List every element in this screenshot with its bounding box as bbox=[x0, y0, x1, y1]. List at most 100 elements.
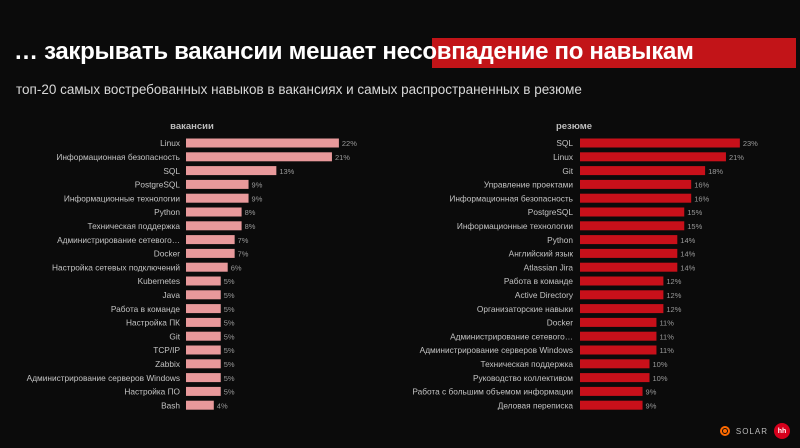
value-label: 9% bbox=[252, 194, 263, 203]
bar bbox=[186, 373, 221, 383]
category-label: Kubernetes bbox=[138, 276, 180, 286]
value-label: 5% bbox=[224, 305, 235, 314]
bar bbox=[580, 262, 678, 272]
value-label: 16% bbox=[694, 181, 709, 190]
category-label: Информационные технологии bbox=[64, 193, 180, 203]
value-label: 9% bbox=[646, 388, 657, 397]
category-label: PostgreSQL bbox=[528, 207, 574, 217]
page-title: … закрывать вакансии мешает несовпадение… bbox=[14, 38, 694, 65]
bar bbox=[580, 193, 692, 203]
page-subtitle: топ-20 самых востребованных навыков в ва… bbox=[16, 82, 582, 97]
value-label: 12% bbox=[666, 305, 681, 314]
category-label: Информационная безопасность bbox=[56, 152, 180, 162]
category-label: Администрирование сетевого… bbox=[450, 331, 573, 341]
bar bbox=[580, 138, 740, 148]
value-label: 10% bbox=[653, 360, 668, 369]
value-label: 6% bbox=[231, 263, 242, 272]
category-label: Администрирование серверов Windows bbox=[420, 345, 573, 355]
category-label: Linux bbox=[160, 138, 181, 148]
chart-vacancies: вакансии Linux 22% Информационная безопасно… bbox=[27, 121, 358, 410]
value-label: 5% bbox=[224, 319, 235, 328]
category-label: Работа в команде bbox=[111, 304, 180, 314]
value-label: 18% bbox=[708, 167, 723, 176]
category-label: Git bbox=[562, 166, 573, 176]
value-label: 21% bbox=[335, 153, 350, 162]
category-label: Java bbox=[162, 290, 180, 300]
category-label: Docker bbox=[154, 249, 181, 259]
solar-icon bbox=[719, 426, 730, 436]
value-label: 11% bbox=[659, 332, 674, 341]
value-label: 10% bbox=[653, 374, 668, 383]
category-label: Python bbox=[154, 207, 180, 217]
bar bbox=[186, 359, 221, 369]
value-label: 9% bbox=[646, 401, 657, 410]
category-label: Управление проектами bbox=[484, 180, 574, 190]
category-label: TCP/IP bbox=[153, 345, 180, 355]
category-label: Bash bbox=[161, 400, 180, 410]
category-label: Zabbix bbox=[155, 359, 181, 369]
value-label: 5% bbox=[224, 388, 235, 397]
category-label: Организаторские навыки bbox=[477, 304, 573, 314]
bar bbox=[580, 152, 726, 162]
bar bbox=[186, 331, 221, 341]
category-label: Linux bbox=[553, 152, 574, 162]
bar bbox=[580, 359, 650, 369]
bar bbox=[580, 400, 643, 410]
bar bbox=[580, 207, 685, 217]
value-label: 16% bbox=[694, 194, 709, 203]
bar bbox=[186, 262, 228, 272]
bar bbox=[186, 248, 235, 258]
value-label: 11% bbox=[659, 346, 674, 355]
value-label: 12% bbox=[666, 277, 681, 286]
value-label: 13% bbox=[279, 167, 294, 176]
value-label: 9% bbox=[252, 181, 263, 190]
value-label: 14% bbox=[680, 263, 695, 272]
bar bbox=[186, 386, 221, 396]
bar bbox=[186, 152, 332, 162]
category-label: Информационная безопасность bbox=[449, 193, 573, 203]
value-label: 5% bbox=[224, 374, 235, 383]
chart-title: вакансии bbox=[170, 121, 214, 132]
bar bbox=[186, 290, 221, 300]
value-label: 8% bbox=[245, 222, 256, 231]
category-label: Администрирование сетевого… bbox=[57, 235, 180, 245]
bar bbox=[580, 373, 650, 383]
bar bbox=[186, 179, 249, 189]
value-label: 4% bbox=[217, 401, 228, 410]
bar bbox=[580, 235, 678, 245]
value-label: 8% bbox=[245, 208, 256, 217]
value-label: 5% bbox=[224, 360, 235, 369]
category-label: Работа в команде bbox=[504, 276, 573, 286]
value-label: 21% bbox=[729, 153, 744, 162]
category-label: Настройка ПК bbox=[126, 318, 180, 328]
category-label: SQL bbox=[163, 166, 180, 176]
category-label: Работа с большим объемом информации bbox=[412, 387, 573, 397]
bar bbox=[186, 138, 339, 148]
category-label: Администрирование серверов Windows bbox=[27, 373, 180, 383]
bar bbox=[186, 304, 221, 314]
value-label: 5% bbox=[224, 346, 235, 355]
category-label: Настройка ПО bbox=[124, 387, 180, 397]
category-label: Деловая переписка bbox=[498, 400, 574, 410]
bar bbox=[186, 235, 235, 245]
category-label: PostgreSQL bbox=[135, 180, 181, 190]
bar bbox=[580, 317, 657, 327]
value-label: 22% bbox=[342, 139, 357, 148]
bar bbox=[580, 276, 664, 286]
category-label: Техническая поддержка bbox=[480, 359, 573, 369]
bar bbox=[186, 221, 242, 231]
bar bbox=[186, 276, 221, 286]
category-label: Git bbox=[169, 331, 180, 341]
value-label: 14% bbox=[680, 250, 695, 259]
category-label: Английский язык bbox=[509, 249, 574, 259]
title-block: … закрывать вакансии мешает несовпадение… bbox=[14, 36, 796, 68]
value-label: 23% bbox=[743, 139, 758, 148]
category-label: Python bbox=[547, 235, 573, 245]
bar bbox=[580, 386, 643, 396]
value-label: 5% bbox=[224, 291, 235, 300]
category-label: Active Directory bbox=[515, 290, 574, 300]
value-label: 5% bbox=[224, 277, 235, 286]
brand-footer: SOLAR hh bbox=[719, 423, 790, 439]
bar bbox=[186, 317, 221, 327]
chart-title: резюме bbox=[556, 121, 592, 132]
